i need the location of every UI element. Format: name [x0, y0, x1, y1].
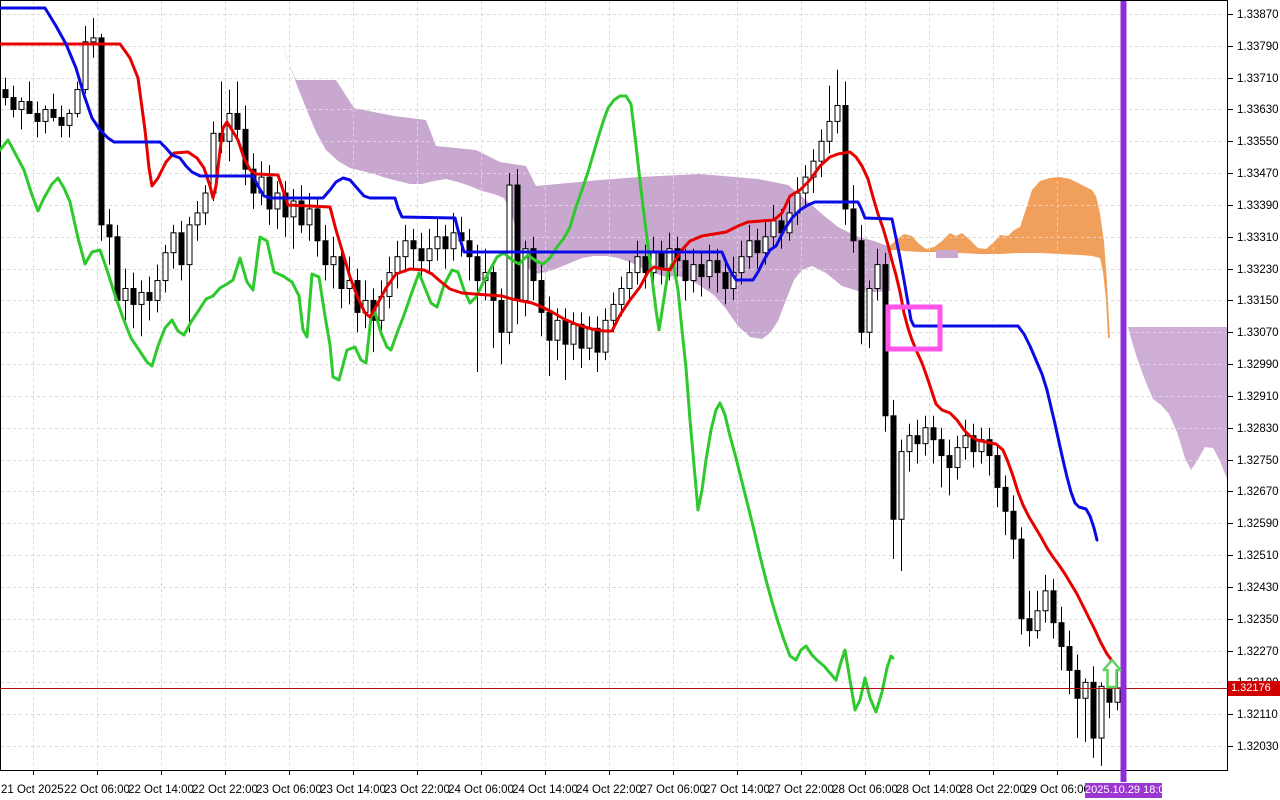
svg-text:1.32750: 1.32750	[1237, 455, 1279, 467]
svg-text:1.33150: 1.33150	[1237, 295, 1279, 307]
svg-text:1.32670: 1.32670	[1237, 486, 1279, 498]
svg-text:27 Oct 06:00: 27 Oct 06:00	[640, 784, 706, 796]
svg-text:1.32270: 1.32270	[1237, 646, 1279, 658]
svg-text:27 Oct 14:00: 27 Oct 14:00	[704, 784, 770, 796]
svg-text:1.32830: 1.32830	[1237, 423, 1279, 435]
date-marker-badge: 2025.10.29 18:00	[1085, 783, 1171, 798]
svg-text:1.32110: 1.32110	[1237, 709, 1278, 721]
svg-text:1.32510: 1.32510	[1237, 550, 1279, 562]
svg-text:24 Oct 14:00: 24 Oct 14:00	[512, 784, 578, 796]
svg-text:23 Oct 06:00: 23 Oct 06:00	[256, 784, 322, 796]
svg-text:1.33630: 1.33630	[1237, 104, 1279, 116]
svg-text:1.32990: 1.32990	[1237, 359, 1279, 371]
svg-text:1.33390: 1.33390	[1237, 200, 1279, 212]
highlight-rectangle[interactable]	[885, 304, 943, 352]
chikou-span-line	[0, 94, 895, 714]
current-price-badge: 1.32176	[1228, 681, 1280, 696]
svg-text:1.32590: 1.32590	[1237, 518, 1279, 530]
svg-text:28 Oct 06:00: 28 Oct 06:00	[832, 784, 898, 796]
tenkan-sen-line	[0, 42, 1115, 664]
svg-text:28 Oct 14:00: 28 Oct 14:00	[896, 784, 962, 796]
svg-text:22 Oct 14:00: 22 Oct 14:00	[128, 784, 194, 796]
svg-text:1.33070: 1.33070	[1237, 327, 1279, 339]
svg-text:1.33310: 1.33310	[1237, 232, 1279, 244]
svg-text:1.33870: 1.33870	[1237, 9, 1279, 21]
svg-text:1.33470: 1.33470	[1237, 168, 1279, 180]
svg-text:1.32030: 1.32030	[1237, 741, 1279, 753]
svg-text:28 Oct 22:00: 28 Oct 22:00	[960, 784, 1026, 796]
svg-text:1.33550: 1.33550	[1237, 136, 1279, 148]
svg-text:29 Oct 06:00: 29 Oct 06:00	[1024, 784, 1090, 796]
svg-text:22 Oct 22:00: 22 Oct 22:00	[192, 784, 258, 796]
svg-text:1.32430: 1.32430	[1237, 582, 1279, 594]
kijun-sen-line	[0, 6, 1099, 542]
svg-text:27 Oct 22:00: 27 Oct 22:00	[768, 784, 834, 796]
cloud-bullish-orange	[888, 177, 1110, 338]
svg-text:23 Oct 14:00: 23 Oct 14:00	[320, 784, 386, 796]
svg-text:24 Oct 22:00: 24 Oct 22:00	[576, 784, 642, 796]
svg-text:1.32910: 1.32910	[1237, 391, 1279, 403]
svg-text:1.33790: 1.33790	[1237, 41, 1279, 53]
svg-text:22 Oct 06:00: 22 Oct 06:00	[64, 784, 130, 796]
svg-text:24 Oct 06:00: 24 Oct 06:00	[448, 784, 514, 796]
plot-frame[interactable]	[0, 0, 1228, 771]
cloud-sliver-purple	[936, 250, 958, 258]
svg-text:21 Oct 2025: 21 Oct 2025	[1, 784, 64, 796]
price-axis[interactable]: 1.33870 1.33790 1.33710 1.33630 1.33550 1.334…	[1227, 9, 1279, 753]
svg-text:1.33710: 1.33710	[1237, 73, 1279, 85]
up-arrow-icon[interactable]	[1102, 658, 1122, 689]
svg-text:23 Oct 22:00: 23 Oct 22:00	[384, 784, 450, 796]
svg-text:1.33230: 1.33230	[1237, 264, 1279, 276]
svg-text:1.32350: 1.32350	[1237, 614, 1279, 626]
grid-lines	[1, 1, 1226, 769]
